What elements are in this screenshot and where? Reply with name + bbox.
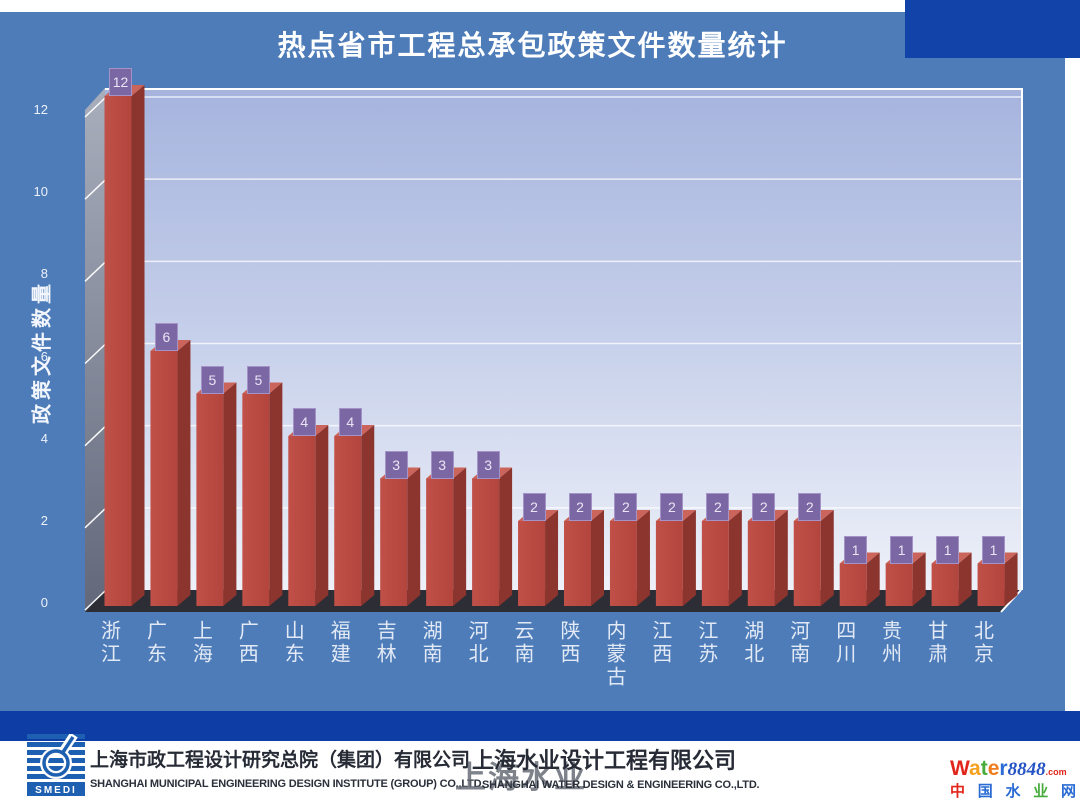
company2-name-cn: 上海水业设计工程有限公司 <box>472 748 737 773</box>
watermark-text: 上海水业 <box>455 760 587 795</box>
smedi-logo-label: SMEDI <box>35 785 77 796</box>
water8848-cn-char: 国 <box>977 783 993 800</box>
plot-back-wall <box>105 88 1023 590</box>
water8848-dotcom: .com <box>1045 767 1067 777</box>
water8848-word: Water <box>950 757 1008 780</box>
water8848-cn-char: 业 <box>1033 783 1049 800</box>
company1-name-cn: 上海市政工程设计研究总院（集团）有限公司 <box>90 750 471 771</box>
water8848-logo: Water8848.com 中国水业网 <box>950 758 1078 800</box>
water8848-letter: e <box>987 757 1000 780</box>
water8848-cn-char: 水 <box>1005 783 1021 800</box>
water8848-letter: a <box>969 757 981 780</box>
water8848-number: 8848 <box>1007 759 1046 780</box>
company1-name-en: SHANGHAI MUNICIPAL ENGINEERING DESIGN IN… <box>90 778 485 790</box>
smedi-logo: SMEDI <box>27 734 85 796</box>
water8848-cn-char: 网 <box>1060 783 1076 800</box>
water8848-wordmark: Water8848.com <box>950 758 1078 783</box>
chart-title: 热点省市工程总承包政策文件数量统计 <box>277 30 788 61</box>
y-axis-title: 政策文件数量 <box>31 280 54 424</box>
footer-accent-band <box>0 711 1080 741</box>
water8848-cn-char: 中 <box>950 783 966 800</box>
water8848-letter: W <box>950 757 970 780</box>
footer: SMEDI 上海市政工程设计研究总院（集团）有限公司 SHANGHAI MUNI… <box>0 734 1080 810</box>
water8848-cn-name: 中国水业网 <box>950 784 1076 800</box>
water8848-letter: r <box>999 757 1008 780</box>
company2-name-en: SHANGHAI WATER DESIGN & ENGINEERING CO.,… <box>482 779 760 791</box>
top-accent-bar <box>905 0 1080 58</box>
water8848-letter: t <box>980 757 988 780</box>
